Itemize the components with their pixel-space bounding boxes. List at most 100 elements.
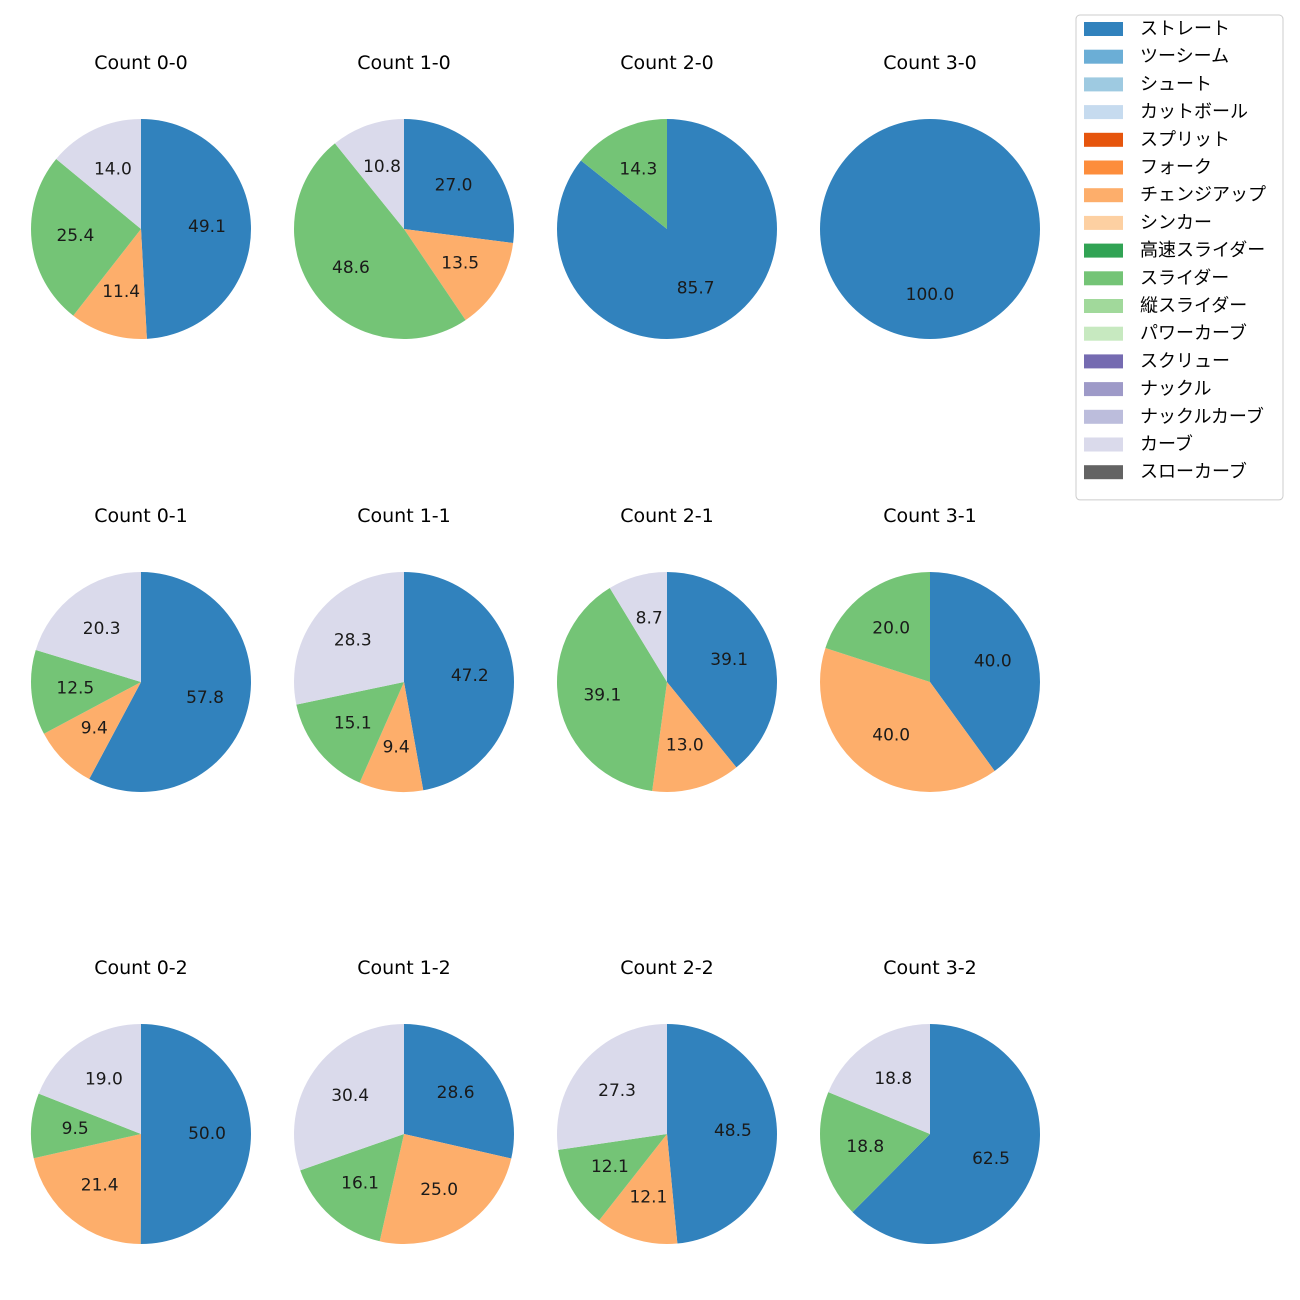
- legend-label: スローカーブ: [1140, 461, 1247, 483]
- pie-slice: [404, 229, 514, 321]
- pie-slice: [33, 1134, 142, 1244]
- pie-slice: [558, 1134, 667, 1221]
- legend-swatch: [1084, 382, 1123, 397]
- legend-swatch: [1084, 105, 1123, 120]
- legend-label: パワーカーブ: [1140, 322, 1247, 344]
- pie-slice: [852, 1024, 1040, 1244]
- slice-value-label: 13.0: [666, 736, 704, 756]
- slice-value-label: 49.1: [188, 217, 226, 237]
- legend-swatch: [1084, 132, 1123, 147]
- pie-slice: [43, 682, 141, 780]
- pie-count-2-1: Count 2-1 39.1 13.0 39.1 8.7: [556, 505, 777, 792]
- pie-title: Count 0-2: [94, 957, 188, 979]
- slice-value-label: 57.8: [186, 688, 224, 708]
- slice-value-label: 25.4: [56, 226, 94, 246]
- pie-slice: [294, 1024, 404, 1171]
- slice-value-label: 14.3: [619, 160, 657, 180]
- pie-slice: [930, 571, 1040, 771]
- pie-count-3-1: Count 3-1 40.0 40.0 20.0: [819, 505, 1040, 793]
- slice-value-label: 25.0: [420, 1180, 458, 1200]
- pie-slice: [294, 572, 404, 705]
- pie-slice: [296, 682, 404, 783]
- pie-slice: [73, 229, 147, 339]
- pie-count-1-0: Count 1-0 27.0 13.5 48.6 10.8: [294, 52, 515, 339]
- slice-value-label: 39.1: [710, 650, 748, 670]
- legend-label: ストレート: [1140, 19, 1230, 40]
- pie-slice: [580, 118, 667, 229]
- pie-title: Count 1-0: [357, 52, 451, 74]
- slice-value-label: 16.1: [341, 1173, 379, 1193]
- pie-slice: [31, 649, 142, 734]
- slice-value-label: 13.5: [441, 254, 479, 274]
- pie-slice: [557, 119, 777, 339]
- pie-slice: [294, 143, 466, 339]
- pie-slice: [300, 1134, 404, 1242]
- pie-title: Count 3-0: [883, 52, 977, 74]
- pie-slice: [35, 572, 141, 682]
- pie-slice: [38, 1024, 141, 1134]
- pie-slice: [404, 572, 514, 791]
- legend-label: カットボール: [1140, 102, 1248, 123]
- slice-value-label: 85.7: [677, 278, 715, 298]
- pie-title: Count 2-2: [620, 957, 714, 979]
- pie-slice: [359, 682, 424, 792]
- slice-value-label: 28.3: [334, 630, 372, 650]
- legend-label: スプリット: [1140, 129, 1230, 150]
- slice-value-label: 48.6: [332, 258, 370, 278]
- pie-title: Count 0-0: [94, 52, 188, 74]
- legend-label: 縦スライダー: [1140, 296, 1247, 317]
- pie-slice: [652, 682, 737, 792]
- legend-swatch: [1084, 437, 1123, 452]
- pie-count-1-1: Count 1-1 47.2 9.4 15.1 28.3: [294, 505, 514, 792]
- legend-label: ナックル: [1140, 379, 1211, 400]
- pie-count-0-1: Count 0-1 57.8 9.4 12.5 20.3: [31, 505, 251, 792]
- pie-title: Count 1-1: [357, 505, 451, 527]
- pie-slice: [557, 1024, 667, 1150]
- pie-slice: [828, 1024, 930, 1134]
- legend-label: 高速スライダー: [1140, 240, 1265, 261]
- pie-title: Count 3-1: [883, 505, 977, 527]
- pie-count-1-2: Count 1-2 28.6 25.0 16.1 30.4: [294, 957, 514, 1245]
- pie-count-2-0: Count 2-0 85.7 14.3: [557, 52, 777, 339]
- legend-swatch: [1084, 326, 1123, 341]
- slice-value-label: 20.0: [872, 619, 910, 639]
- slice-value-label: 40.0: [872, 725, 910, 745]
- slice-value-label: 47.2: [451, 666, 489, 686]
- slice-value-label: 100.0: [906, 285, 955, 305]
- slice-value-label: 39.1: [583, 685, 621, 705]
- legend-swatch: [1084, 188, 1123, 203]
- slice-value-label: 12.1: [591, 1157, 629, 1177]
- legend-label: チェンジアップ: [1140, 185, 1266, 206]
- slice-value-label: 14.0: [94, 159, 132, 179]
- slice-value-label: 20.3: [83, 619, 121, 639]
- slice-value-label: 11.4: [102, 282, 140, 302]
- slice-value-label: 48.5: [714, 1121, 752, 1141]
- slice-value-label: 30.4: [331, 1086, 369, 1106]
- slice-value-label: 12.1: [629, 1187, 667, 1207]
- pie-slice: [140, 1024, 251, 1245]
- pie-slice: [819, 648, 995, 793]
- pie-count-3-0: Count 3-0 100.0: [820, 52, 1040, 339]
- slice-value-label: 27.0: [435, 175, 473, 195]
- slice-value-label: 12.5: [56, 678, 94, 698]
- legend-swatch: [1084, 49, 1123, 64]
- pies-layer: Count 0-0 49.1 11.4 25.4 14.0 Count 1-0 27.0 13…: [31, 52, 1040, 1245]
- slice-value-label: 9.5: [62, 1119, 89, 1139]
- legend-swatch: [1084, 215, 1123, 230]
- pie-count-3-2: Count 3-2 62.5 18.8 18.8: [820, 957, 1040, 1244]
- slice-value-label: 28.6: [437, 1083, 475, 1103]
- pie-title: Count 3-2: [883, 957, 977, 979]
- legend-swatch: [1084, 271, 1123, 286]
- pie-count-0-2: Count 0-2 50.0 21.4 9.5 19.0: [31, 957, 251, 1245]
- legend-swatch: [1084, 354, 1123, 369]
- slice-value-label: 18.8: [846, 1137, 884, 1157]
- pie-title: Count 1-2: [357, 957, 451, 979]
- slice-value-label: 50.0: [188, 1124, 226, 1144]
- legend-label: ツーシーム: [1140, 46, 1229, 67]
- pie-slice: [404, 119, 515, 243]
- legend-swatch: [1084, 299, 1123, 313]
- pie-slice: [667, 572, 777, 768]
- legend-label: フォーク: [1140, 157, 1212, 178]
- pie-slice: [556, 588, 667, 791]
- pie-slice: [820, 1092, 930, 1213]
